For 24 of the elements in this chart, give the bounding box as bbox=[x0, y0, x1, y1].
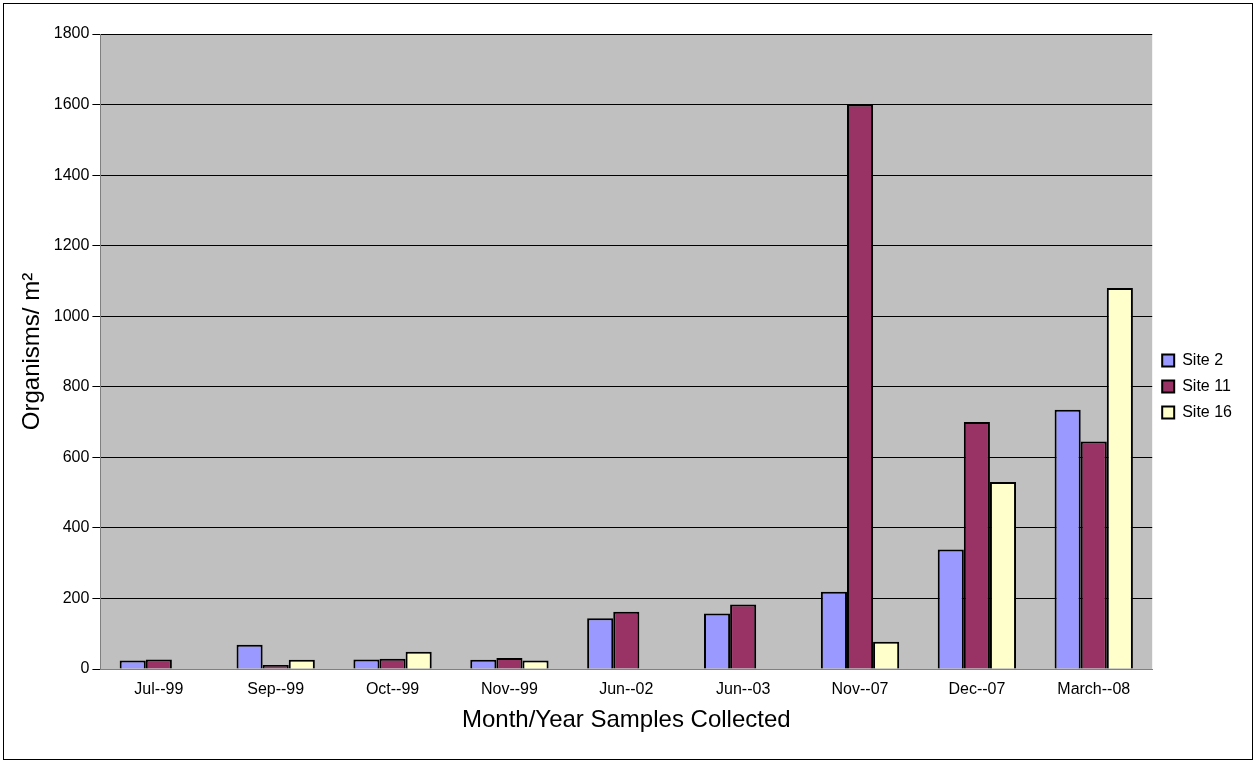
x-tick-label: March--08 bbox=[1057, 680, 1131, 698]
y-axis-title: Organisms/ m² bbox=[17, 272, 45, 431]
x-axis-title: Month/Year Samples Collected bbox=[461, 705, 791, 733]
legend-label: Site 2 bbox=[1182, 350, 1224, 368]
x-tick-label: Nov--99 bbox=[480, 680, 538, 698]
x-tick-label: Sep--99 bbox=[247, 680, 305, 698]
y-tick-label: 400 bbox=[62, 518, 90, 536]
x-tick-label: Dec--07 bbox=[948, 680, 1006, 698]
y-tick-label: 1800 bbox=[53, 24, 90, 42]
y-tick-label: 1200 bbox=[53, 236, 90, 254]
x-tick-label: Nov--07 bbox=[831, 680, 889, 698]
legend-label: Site 11 bbox=[1182, 376, 1231, 394]
y-tick-label: 1600 bbox=[53, 94, 90, 112]
y-tick-label: 800 bbox=[62, 377, 90, 395]
x-tick-label: Oct--99 bbox=[365, 680, 420, 698]
y-tick-label: 1400 bbox=[53, 165, 90, 183]
x-tick-label: Jul--99 bbox=[134, 680, 184, 698]
y-tick-label: 1000 bbox=[53, 306, 90, 324]
y-tick-label: 600 bbox=[62, 447, 90, 465]
y-tick-label: 200 bbox=[62, 588, 90, 606]
x-tick-label: Jun--03 bbox=[716, 680, 771, 698]
y-tick-label: 0 bbox=[80, 659, 90, 677]
x-tick-label: Jun--02 bbox=[599, 680, 654, 698]
legend-label: Site 16 bbox=[1182, 402, 1233, 420]
